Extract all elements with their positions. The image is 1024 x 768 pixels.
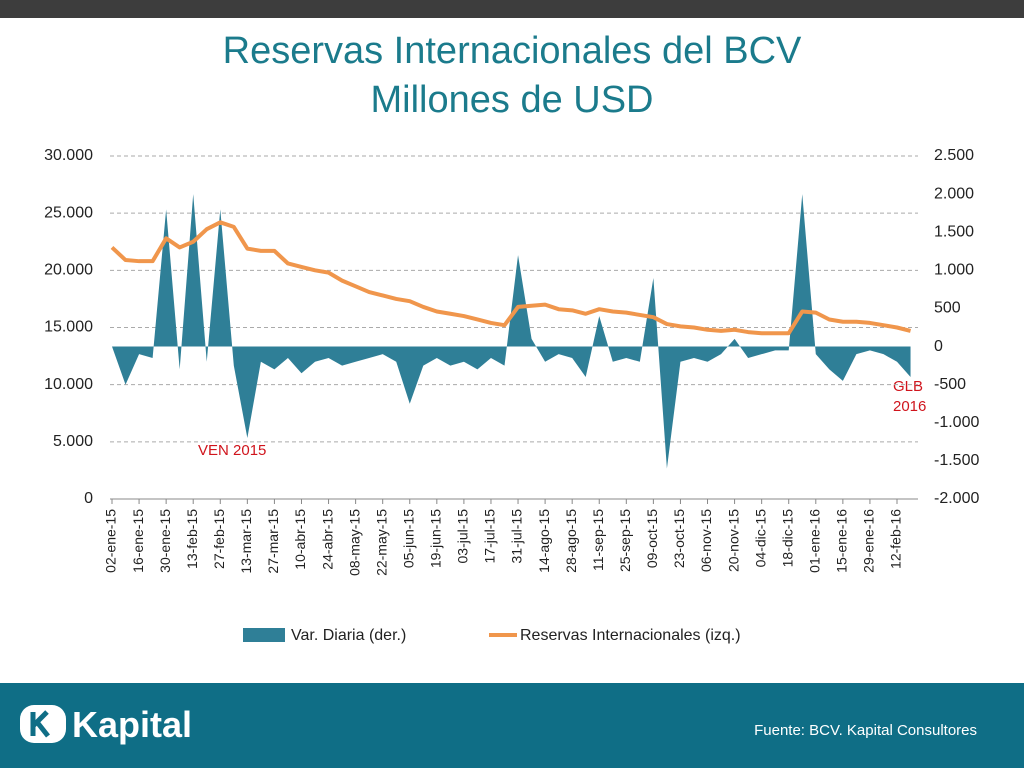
source: Fuente: BCV. Kapital Consultores (754, 722, 977, 739)
x-tick-label: 28-ago-15 (563, 509, 579, 573)
y-tick-label: 25.000 (44, 204, 93, 221)
x-tick-label: 14-ago-15 (536, 509, 552, 573)
y-tick-label: 0 (84, 490, 93, 507)
x-tick-label: 01-ene-16 (806, 509, 822, 573)
x-tick-label: 30-ene-15 (157, 509, 173, 573)
chart-subtitle: Millones de USD (371, 79, 654, 121)
x-tick-label: 13-feb-15 (184, 509, 200, 569)
chart-title: Reservas Internacionales del BCV (223, 30, 802, 72)
y-tick-label: 20.000 (44, 262, 93, 279)
y2-tick-label: 2.000 (934, 185, 974, 202)
x-tick-label: 27-feb-15 (211, 509, 227, 569)
logo-icon (20, 705, 66, 743)
y2-tick-label: 500 (934, 300, 961, 317)
x-tick-label: 18-dic-15 (779, 509, 795, 568)
x-tick-label: 03-jul-15 (455, 509, 471, 564)
top-bar (0, 0, 1024, 18)
y-tick-label: 10.000 (44, 376, 93, 393)
x-tick-label: 08-may-15 (346, 509, 362, 576)
legend-label: Var. Diaria (der.) (291, 627, 406, 644)
x-tick-label: 06-nov-15 (698, 509, 714, 572)
x-tick-label: 15-ene-16 (834, 509, 850, 573)
legend-swatch (243, 628, 285, 642)
x-tick-label: 24-abr-15 (319, 509, 335, 570)
annotation: 2016 (893, 398, 926, 415)
brand: Kapital (72, 704, 192, 745)
area (112, 194, 911, 469)
x-tick-label: 10-abr-15 (292, 509, 308, 570)
y-tick-label: 30.000 (44, 147, 93, 164)
footer-band (0, 683, 1024, 768)
x-tick-label: 20-nov-15 (725, 509, 741, 572)
x-tick-label: 25-sep-15 (617, 509, 633, 572)
x-tick-label: 27-mar-15 (265, 509, 281, 574)
line (110, 220, 912, 336)
x-tick-label: 02-ene-15 (103, 509, 119, 573)
x-tick-label: 09-oct-15 (644, 509, 660, 568)
x-tick-label: 22-may-15 (373, 509, 389, 576)
y2-tick-label: -1.000 (934, 414, 979, 431)
annotation: VEN 2015 (198, 442, 266, 459)
x-tick-label: 23-oct-15 (671, 509, 687, 568)
x-tick-label: 12-feb-16 (888, 509, 904, 569)
y2-tick-label: 1.000 (934, 262, 974, 279)
y2-tick-label: -2.000 (934, 490, 979, 507)
legend-label: Reservas Internacionales (izq.) (520, 627, 741, 644)
x-tick-label: 31-jul-15 (509, 509, 525, 564)
y2-tick-label: -1.500 (934, 452, 979, 469)
x-tick-label: 05-jun-15 (400, 509, 416, 568)
y2-tick-label: 1.500 (934, 223, 974, 240)
x-tick-label: 19-jun-15 (428, 509, 444, 568)
x-tick-label: 13-mar-15 (238, 509, 254, 574)
annotation: GLB (893, 378, 923, 395)
x-tick-label: 16-ene-15 (130, 509, 146, 573)
x-tick-label: 29-ene-16 (861, 509, 877, 573)
y2-tick-label: 2.500 (934, 147, 974, 164)
y2-tick-label: -500 (934, 376, 966, 393)
x-tick-label: 17-jul-15 (482, 509, 498, 564)
x-tick-label: 11-sep-15 (590, 509, 606, 571)
y-tick-label: 15.000 (44, 319, 93, 336)
y-tick-label: 5.000 (53, 433, 93, 450)
x-tick-label: 04-dic-15 (752, 509, 768, 568)
y2-tick-label: 0 (934, 338, 943, 355)
